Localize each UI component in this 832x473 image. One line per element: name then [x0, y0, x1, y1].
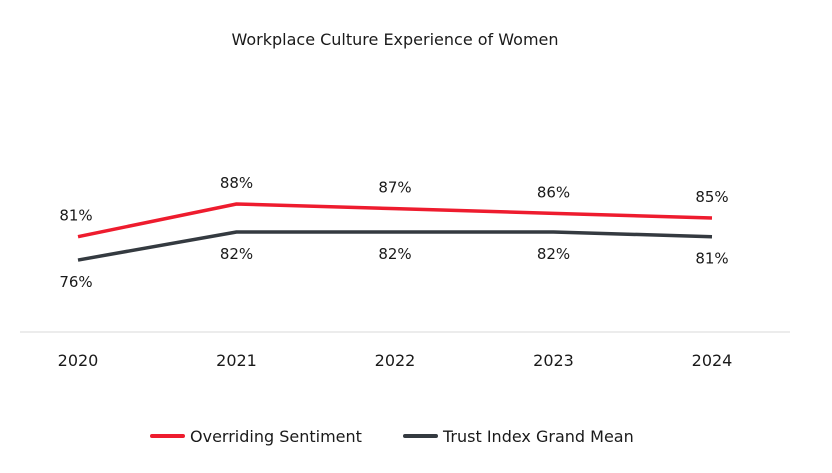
data-label-overriding-sentiment: 81% — [59, 207, 92, 225]
legend-label-trust-index-grand-mean: Trust Index Grand Mean — [442, 427, 634, 446]
series-line-overriding-sentiment — [77, 202, 713, 239]
series-line-trust-index-grand-mean — [77, 230, 713, 262]
data-label-overriding-sentiment: 87% — [378, 179, 411, 197]
series-layer — [77, 202, 713, 262]
data-label-trust-index-grand-mean: 82% — [537, 245, 570, 263]
data-labels: 81% 88% 87% 86% 85% 76% 82% 82% 82% 81% — [59, 174, 728, 291]
x-tick-label: 2023 — [533, 351, 574, 370]
data-label-trust-index-grand-mean: 82% — [220, 245, 253, 263]
legend: Overriding Sentiment Trust Index Grand Me… — [150, 427, 634, 446]
data-label-trust-index-grand-mean: 76% — [59, 273, 92, 291]
data-label-overriding-sentiment: 88% — [220, 174, 253, 192]
x-tick-label: 2021 — [216, 351, 257, 370]
legend-label-overriding-sentiment: Overriding Sentiment — [190, 427, 362, 446]
data-label-overriding-sentiment: 85% — [695, 188, 728, 206]
x-tick-label: 2020 — [58, 351, 99, 370]
chart-title: Workplace Culture Experience of Women — [231, 30, 558, 49]
x-tick-label: 2024 — [692, 351, 733, 370]
x-tick-label: 2022 — [375, 351, 416, 370]
x-axis: 2020 2021 2022 2023 2024 — [20, 331, 790, 370]
data-label-trust-index-grand-mean: 82% — [378, 245, 411, 263]
data-label-trust-index-grand-mean: 81% — [695, 250, 728, 268]
data-label-overriding-sentiment: 86% — [537, 183, 570, 201]
